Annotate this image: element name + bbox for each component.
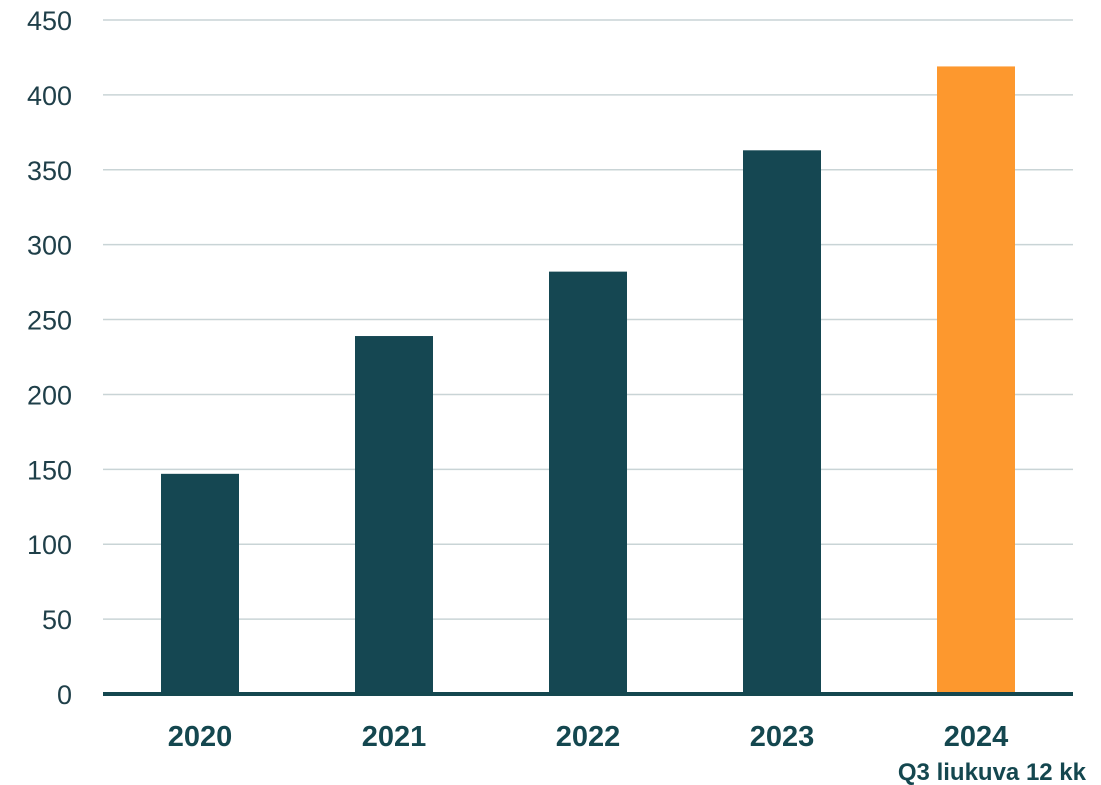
- x-tick-label-2024: 2024: [944, 721, 1009, 753]
- y-tick-label: 200: [27, 380, 72, 410]
- y-tick-label: 350: [27, 156, 72, 186]
- bars: [161, 66, 1015, 695]
- y-tick-label: 150: [27, 455, 72, 485]
- x-tick-sublabel: Q3 liukuva 12 kk: [898, 759, 1087, 785]
- y-tick-label: 50: [42, 605, 72, 635]
- y-tick-label: 100: [27, 530, 72, 560]
- x-tick-label-2022: 2022: [556, 721, 621, 753]
- y-tick-label: 400: [27, 81, 72, 111]
- x-tick-label-2023: 2023: [750, 721, 815, 753]
- bar-2020: [161, 473, 239, 694]
- y-tick-label: 250: [27, 306, 72, 336]
- bar-2023: [743, 150, 821, 695]
- y-axis-tick-labels: 0 50 100 150 200 250 300 350 400 450: [27, 6, 72, 710]
- bar-2021: [355, 336, 433, 694]
- bar-2022: [549, 271, 627, 694]
- x-axis-tick-labels: 2020 2021 2022 2023 2024 Q3 liukuva 12 kk: [168, 721, 1087, 785]
- x-tick-label-2020: 2020: [168, 721, 233, 753]
- bar-2024: [937, 66, 1015, 695]
- y-tick-label: 300: [27, 231, 72, 261]
- x-tick-label-2021: 2021: [362, 721, 427, 753]
- y-tick-label: 450: [27, 6, 72, 36]
- y-tick-label: 0: [57, 680, 72, 710]
